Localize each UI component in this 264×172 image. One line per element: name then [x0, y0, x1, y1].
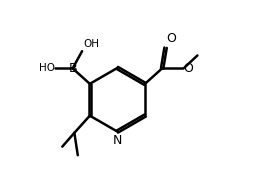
- Text: B: B: [68, 62, 77, 75]
- Text: O: O: [184, 62, 194, 75]
- Text: O: O: [166, 32, 176, 45]
- Text: HO: HO: [39, 63, 55, 73]
- Text: N: N: [113, 134, 122, 147]
- Text: OH: OH: [84, 39, 100, 50]
